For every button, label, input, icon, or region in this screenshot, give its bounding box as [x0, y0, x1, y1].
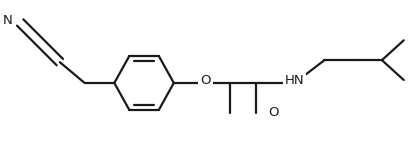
- Text: O: O: [200, 74, 210, 87]
- Text: N: N: [2, 14, 12, 27]
- Text: O: O: [267, 106, 278, 119]
- Text: HN: HN: [284, 74, 304, 87]
